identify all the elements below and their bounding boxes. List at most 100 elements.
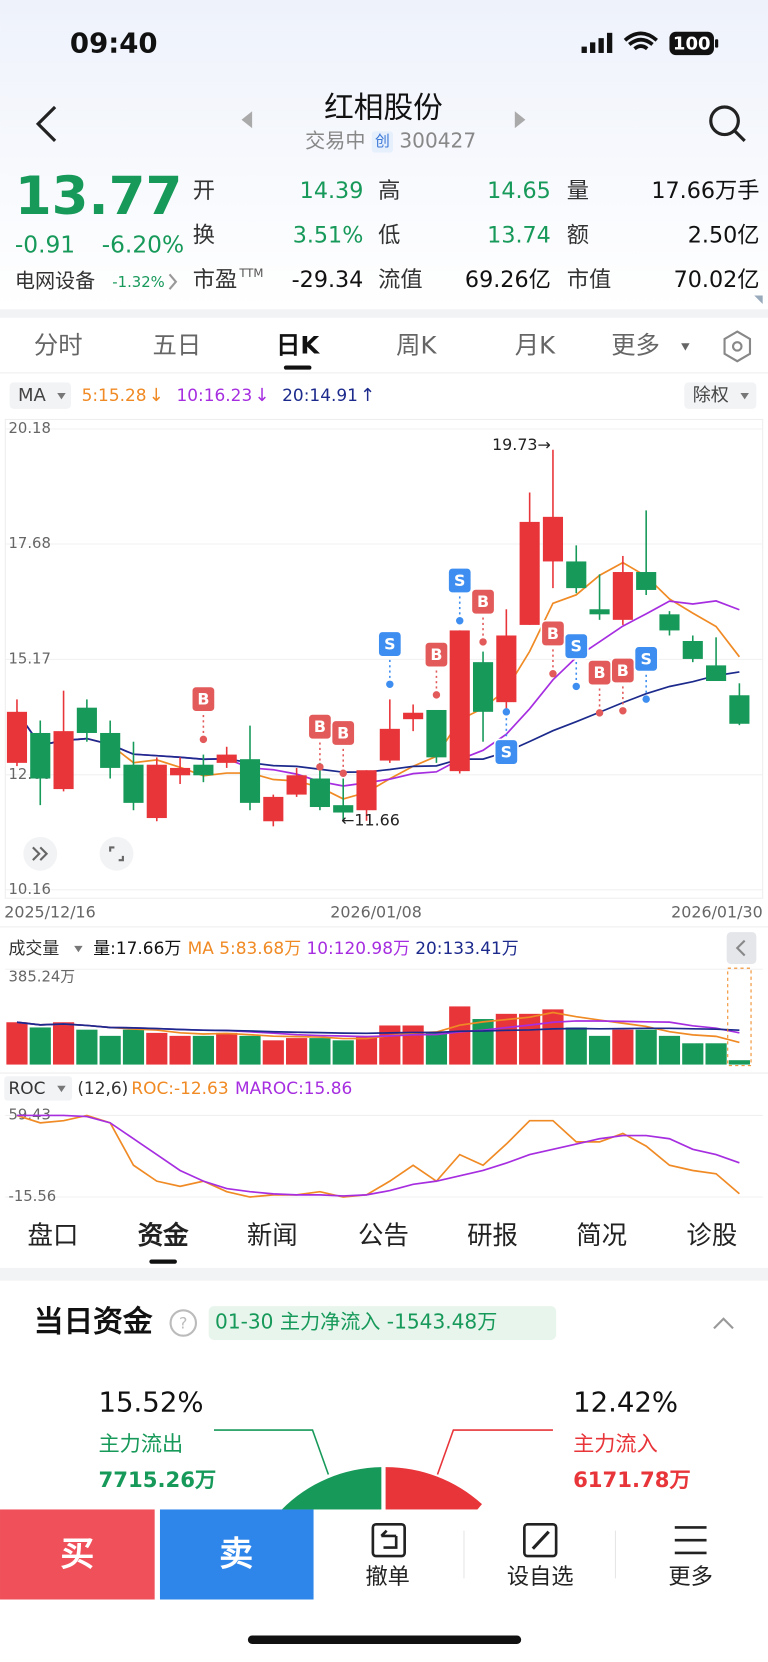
y-tick-label: 10.16 — [8, 881, 50, 898]
collapse-button[interactable] — [726, 932, 757, 964]
next-stock[interactable] — [514, 111, 526, 129]
ma-legend-arrow: ↓ — [149, 385, 164, 406]
y-tick-label: 15.17 — [8, 650, 50, 667]
bottom-actions: 撤单 设自选 更多 — [365, 1564, 712, 1590]
volume-bar — [565, 1027, 587, 1065]
inflow-leader — [436, 1429, 553, 1475]
period-tab[interactable]: 月K — [515, 330, 556, 359]
fullscreen-icon — [109, 846, 124, 862]
indicator-caret — [57, 392, 66, 400]
period-tab[interactable]: 分时 — [34, 330, 83, 359]
roc-select[interactable] — [4, 1076, 73, 1101]
signal-marker — [633, 645, 659, 673]
info-tab[interactable]: 诊股 — [686, 1220, 737, 1250]
back-button[interactable] — [35, 105, 57, 143]
volume-bar — [449, 1006, 471, 1065]
period-tab[interactable]: 更多 — [611, 330, 660, 359]
sector-chevron[interactable] — [168, 273, 178, 290]
period-tab[interactable]: 周K — [396, 330, 437, 359]
prev-stock[interactable] — [241, 111, 253, 129]
volume-bar — [728, 1060, 750, 1065]
action-label[interactable]: 撤单 — [365, 1564, 409, 1590]
field-value: 17.66万手 — [651, 178, 759, 204]
info-tab[interactable]: 盘口 — [28, 1220, 79, 1250]
more-icon[interactable] — [674, 1526, 707, 1555]
candle-body — [30, 732, 51, 779]
volume-bar — [705, 1043, 727, 1065]
board-label: 创 — [375, 133, 390, 150]
fullscreen-button[interactable] — [99, 836, 134, 871]
candle-body — [286, 775, 307, 795]
signal-icon — [581, 32, 613, 53]
settings-dot — [731, 341, 743, 352]
candle-body — [706, 665, 727, 682]
volume-bar — [472, 1019, 494, 1065]
candle-body — [636, 572, 657, 590]
expand-icon — [32, 846, 49, 861]
period-tab[interactable]: 日K — [276, 330, 320, 359]
info-tab[interactable]: 研报 — [467, 1220, 518, 1250]
search-icon[interactable] — [709, 105, 740, 137]
sell-button[interactable] — [159, 1509, 314, 1600]
y-tick-label: 20.18 — [8, 420, 50, 437]
top-background — [0, 0, 768, 310]
candle-body — [379, 728, 400, 761]
volume-bar — [635, 1029, 657, 1065]
volume-bar — [588, 1035, 611, 1065]
field-value: 69.26亿 — [465, 267, 551, 293]
candle-body — [612, 572, 633, 620]
flow-badge — [208, 1306, 557, 1340]
battery-tip — [715, 39, 719, 48]
ma-legend: 5:15.28 — [82, 385, 147, 405]
collapse-chevron[interactable] — [713, 1317, 734, 1330]
candle-body — [589, 609, 610, 615]
roc-line — [16, 1114, 740, 1197]
signal-marker — [447, 566, 473, 594]
x-tick-label: 2026/01/30 — [671, 903, 763, 922]
info-tab[interactable]: 简况 — [576, 1220, 627, 1250]
candle-body — [76, 707, 97, 733]
signal-label: S — [384, 635, 395, 654]
info-tab[interactable]: 新闻 — [247, 1220, 298, 1250]
buy-button[interactable] — [0, 1509, 155, 1600]
period-tab[interactable]: 五日 — [153, 330, 202, 359]
inflow-arc — [385, 1467, 482, 1510]
signal-label: B — [617, 661, 629, 680]
volume-bar — [122, 1029, 145, 1065]
signal-label: B — [337, 724, 349, 743]
adjust-caret — [740, 392, 749, 400]
flow-donut — [281, 1467, 482, 1510]
field-label: 开 — [193, 178, 215, 204]
cancel-icon[interactable] — [371, 1522, 406, 1558]
more-caret — [681, 343, 690, 351]
help-icon[interactable] — [169, 1309, 198, 1337]
ma-legend-arrow: ↑ — [360, 385, 375, 406]
info-tab[interactable]: 资金 — [138, 1220, 189, 1250]
volume-chart: 量:17.66万 MA 5:83.68万 10:120.98万 20:133.41万 3… — [5, 938, 763, 1067]
candle-body — [100, 732, 121, 768]
volume-bar — [286, 1038, 308, 1065]
adjust-select[interactable] — [684, 382, 757, 409]
indicator-select[interactable] — [9, 382, 71, 409]
info-tab[interactable]: 公告 — [358, 1220, 409, 1250]
collapse-icon — [735, 939, 746, 957]
volume-bar — [332, 1040, 354, 1065]
indicator-name: MA — [18, 385, 47, 406]
sell-label: 卖 — [219, 1535, 253, 1574]
field-label: 量 — [567, 178, 589, 204]
candle-body — [193, 764, 214, 776]
action-label[interactable]: 更多 — [668, 1564, 712, 1590]
ma-line — [16, 600, 740, 787]
action-label[interactable]: 设自选 — [507, 1564, 574, 1590]
price-change-pct: -6.20% — [102, 231, 184, 258]
settings-icon[interactable] — [723, 330, 752, 363]
watch-icon[interactable] — [523, 1522, 558, 1558]
flow-badge-text: 01-30 主力净流入 -1543.48万 — [215, 1310, 497, 1334]
kline-chart: 5:15.28 ↓ 10:16.23 ↓ 20:14.91 ↑10.1612.6615.1… — [4, 385, 763, 922]
signal-label: B — [314, 717, 326, 736]
signal-dot — [199, 735, 208, 744]
signal-dot — [386, 680, 394, 688]
signal-dot — [642, 695, 650, 703]
candle-body — [403, 712, 424, 720]
